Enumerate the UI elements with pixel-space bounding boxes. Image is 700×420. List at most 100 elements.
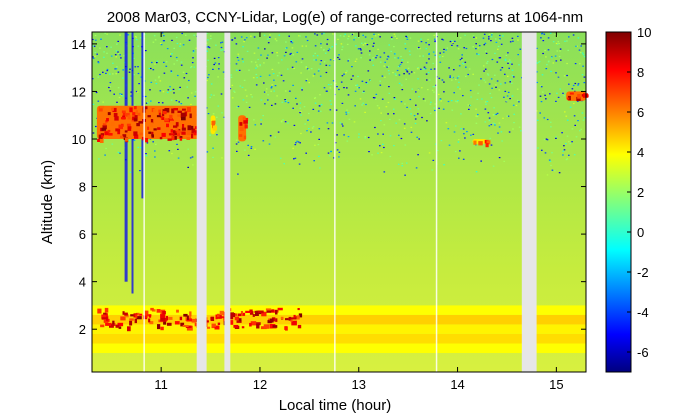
noise-speckle (171, 152, 173, 155)
low-cloud-cell (269, 318, 274, 323)
cirrus-cell (175, 122, 179, 127)
noise-speckle (500, 83, 502, 85)
noise-speckle (431, 89, 434, 91)
low-cloud-cell (148, 318, 151, 323)
noise-speckle (566, 40, 568, 42)
noise-speckle (192, 51, 195, 53)
noise-speckle (235, 143, 238, 145)
noise-speckle (179, 45, 181, 47)
noise-speckle (341, 102, 344, 104)
cirrus-cell (243, 120, 248, 124)
noise-speckle (346, 140, 349, 142)
cirrus-cell (114, 116, 119, 121)
noise-speckle (567, 49, 569, 51)
noise-speckle (180, 103, 183, 105)
noise-speckle (345, 113, 348, 115)
colorbar-tick-label: 10 (637, 25, 651, 40)
noise-speckle (504, 73, 506, 75)
noise-speckle (405, 35, 407, 37)
noise-speckle (486, 62, 488, 64)
noise-speckle (280, 121, 283, 123)
noise-speckle (452, 42, 454, 44)
noise-speckle (485, 52, 488, 54)
noise-speckle (451, 44, 453, 46)
noise-speckle (484, 121, 487, 123)
noise-speckle (313, 73, 316, 75)
noise-speckle (395, 74, 397, 76)
low-cloud-cell (215, 314, 218, 320)
noise-speckle (205, 107, 208, 109)
noise-speckle (447, 100, 450, 103)
cirrus-cell (169, 120, 175, 125)
noise-speckle (499, 34, 501, 37)
low-cloud-cell (103, 312, 107, 315)
noise-speckle (291, 66, 294, 68)
noise-speckle (351, 66, 353, 68)
noise-speckle (406, 106, 408, 108)
noise-speckle (318, 105, 321, 107)
cirrus-cell (161, 132, 166, 137)
noise-speckle (432, 86, 435, 88)
noise-speckle (312, 75, 315, 77)
noise-speckle (438, 77, 441, 79)
noise-speckle (477, 113, 479, 116)
low-cloud-cell (297, 324, 302, 329)
noise-speckle (439, 56, 441, 58)
noise-speckle (94, 51, 97, 54)
noise-speckle (372, 97, 375, 99)
noise-speckle (397, 163, 400, 165)
noise-speckle (393, 33, 396, 35)
noise-speckle (372, 45, 374, 47)
low-cloud-cell (217, 322, 221, 325)
noise-speckle (406, 71, 409, 73)
noise-speckle (371, 154, 373, 156)
noise-speckle (389, 135, 392, 137)
noise-speckle (170, 70, 173, 72)
noise-speckle (508, 59, 511, 61)
noise-speckle (506, 95, 509, 97)
noise-speckle (213, 63, 215, 66)
noise-speckle (503, 96, 505, 98)
noise-speckle (458, 65, 461, 67)
noise-speckle (379, 56, 382, 58)
noise-speckle (260, 99, 263, 101)
noise-speckle (181, 32, 183, 35)
noise-speckle (508, 131, 511, 133)
noise-speckle (505, 54, 508, 56)
cirrus-cell (118, 124, 123, 130)
cirrus-cell (177, 131, 181, 137)
low-cloud-cell (143, 315, 148, 320)
noise-speckle (453, 131, 456, 133)
cirrus-cell (100, 134, 104, 138)
noise-speckle (449, 75, 451, 77)
noise-speckle (120, 94, 123, 97)
noise-speckle (424, 100, 426, 102)
noise-speckle (235, 43, 238, 45)
low-cloud-cell (230, 320, 234, 325)
noise-speckle (359, 98, 362, 100)
cirrus-cell (147, 126, 150, 130)
noise-speckle (465, 66, 467, 68)
cirrus-cell (181, 116, 186, 121)
noise-speckle (177, 148, 179, 150)
noise-speckle (122, 95, 124, 97)
noise-speckle (298, 35, 300, 37)
noise-speckle (114, 68, 116, 70)
noise-speckle (263, 82, 265, 84)
noise-speckle (248, 69, 250, 71)
noise-speckle (281, 59, 283, 61)
noise-speckle (253, 36, 256, 38)
noise-speckle (484, 101, 487, 103)
noise-speckle (300, 114, 302, 116)
noise-speckle (490, 124, 493, 126)
cirrus-cell (135, 110, 138, 115)
noise-speckle (388, 86, 390, 88)
noise-speckle (208, 74, 210, 76)
noise-speckle (271, 84, 273, 86)
noise-speckle (230, 74, 233, 76)
noise-speckle (581, 112, 584, 114)
low-cloud-cell (136, 312, 140, 315)
noise-speckle (498, 122, 501, 124)
noise-speckle (244, 39, 246, 41)
low-cloud-cell (160, 313, 166, 319)
